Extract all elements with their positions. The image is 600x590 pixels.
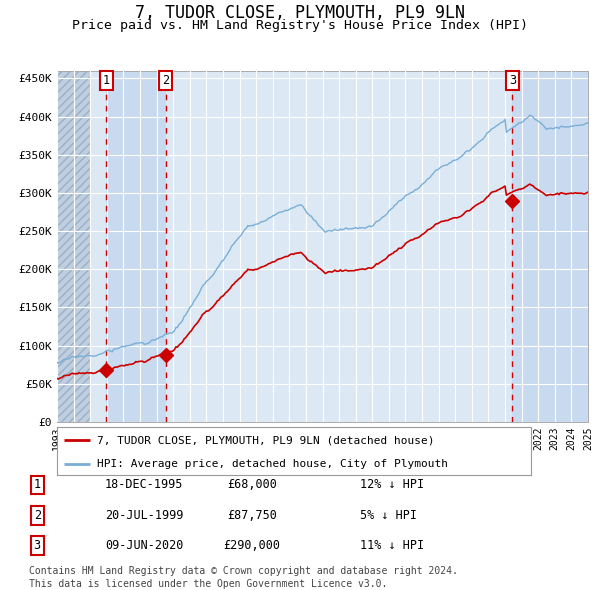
Text: Price paid vs. HM Land Registry's House Price Index (HPI): Price paid vs. HM Land Registry's House … <box>72 19 528 32</box>
Text: 5% ↓ HPI: 5% ↓ HPI <box>360 509 417 522</box>
Text: 7, TUDOR CLOSE, PLYMOUTH, PL9 9LN (detached house): 7, TUDOR CLOSE, PLYMOUTH, PL9 9LN (detac… <box>97 435 435 445</box>
Bar <box>106 71 166 422</box>
Text: 7, TUDOR CLOSE, PLYMOUTH, PL9 9LN: 7, TUDOR CLOSE, PLYMOUTH, PL9 9LN <box>135 4 465 22</box>
Text: 1: 1 <box>34 478 41 491</box>
Text: 2: 2 <box>162 74 169 87</box>
Text: £68,000: £68,000 <box>227 478 277 491</box>
Bar <box>57 71 90 422</box>
Text: HPI: Average price, detached house, City of Plymouth: HPI: Average price, detached house, City… <box>97 459 448 469</box>
Text: 12% ↓ HPI: 12% ↓ HPI <box>360 478 424 491</box>
Text: 3: 3 <box>34 539 41 552</box>
Text: Contains HM Land Registry data © Crown copyright and database right 2024.
This d: Contains HM Land Registry data © Crown c… <box>29 566 458 589</box>
Bar <box>512 71 588 422</box>
Text: 1: 1 <box>103 74 110 87</box>
Text: 18-DEC-1995: 18-DEC-1995 <box>105 478 184 491</box>
Text: £290,000: £290,000 <box>223 539 281 552</box>
Text: 3: 3 <box>509 74 516 87</box>
Text: £87,750: £87,750 <box>227 509 277 522</box>
Text: 09-JUN-2020: 09-JUN-2020 <box>105 539 184 552</box>
Text: 2: 2 <box>34 509 41 522</box>
Text: 11% ↓ HPI: 11% ↓ HPI <box>360 539 424 552</box>
Text: 20-JUL-1999: 20-JUL-1999 <box>105 509 184 522</box>
